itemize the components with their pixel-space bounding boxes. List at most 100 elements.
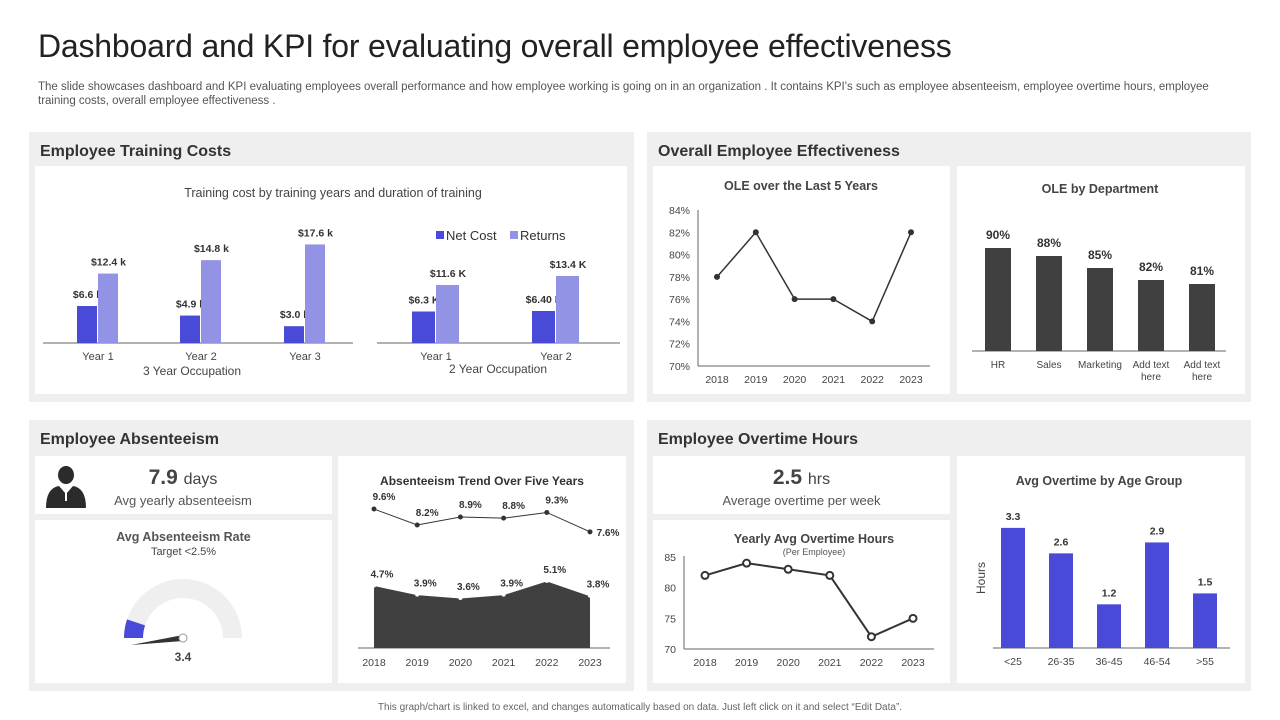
bar-age-group bbox=[1001, 527, 1025, 648]
x-tick-label: here bbox=[1192, 372, 1212, 383]
lower-point bbox=[588, 593, 592, 598]
data-point bbox=[908, 229, 914, 236]
x-tick-label: 2020 bbox=[783, 374, 807, 386]
bar-age-group bbox=[1097, 604, 1121, 648]
upper-point bbox=[371, 506, 377, 512]
tick-label: Year 2 bbox=[185, 351, 216, 363]
gauge-needle bbox=[131, 635, 183, 645]
data-point bbox=[869, 318, 876, 325]
x-tick-label: 2018 bbox=[362, 657, 386, 669]
x-tick-label: 2019 bbox=[735, 657, 759, 669]
bar-returns bbox=[436, 285, 459, 343]
y-tick-label: 70 bbox=[664, 644, 676, 656]
bar-department bbox=[1189, 284, 1215, 351]
training3-title: Training cost by training years and dura… bbox=[184, 186, 482, 200]
overtime-age-title: Avg Overtime by Age Group bbox=[1016, 474, 1183, 488]
training-costs-panel: Employee Training Costs bbox=[29, 132, 634, 402]
bar-returns bbox=[556, 276, 579, 343]
gauge-target: Target <2.5% bbox=[150, 546, 217, 558]
overtime-kpi-value-row: 2.5 hrs bbox=[653, 466, 950, 490]
training3-chart: Training cost by training years and dura… bbox=[43, 186, 482, 378]
x-tick-label: Add text bbox=[1133, 360, 1170, 371]
x-tick-label: HR bbox=[991, 360, 1005, 371]
ole-years-chart: OLE over the Last 5 Years 84% 82% 80% 78% 76… bbox=[669, 179, 930, 386]
tick-label: Year 1 bbox=[82, 351, 113, 363]
overtime-age-chart: Avg Overtime by Age Group Hours 3.3 <25 2.… bbox=[974, 474, 1230, 668]
data-label: 5.1% bbox=[543, 565, 566, 576]
data-point bbox=[783, 564, 793, 574]
overtime-age-ylabel: Hours bbox=[974, 562, 988, 594]
absenteeism-kpi-value-row: 7.9 days bbox=[95, 466, 271, 490]
data-point bbox=[791, 296, 798, 303]
gauge-title: Avg Absenteeism Rate bbox=[116, 530, 251, 544]
legend-returns-label: Returns bbox=[520, 228, 566, 243]
data-label: $3.0 k bbox=[280, 309, 309, 321]
ole-years-title: OLE over the Last 5 Years bbox=[724, 179, 878, 193]
data-label: 3.8% bbox=[587, 580, 610, 591]
x-tick-label: 2020 bbox=[449, 657, 473, 669]
tick-label: Year 1 bbox=[420, 351, 451, 363]
page-title: Dashboard and KPI for evaluating overall… bbox=[38, 28, 952, 64]
x-tick-label: 2023 bbox=[899, 374, 923, 386]
x-tick-label: 36-45 bbox=[1096, 656, 1123, 668]
training3-xlabel: 3 Year Occupation bbox=[143, 364, 241, 378]
data-label: 2.6 bbox=[1054, 536, 1069, 548]
upper-point bbox=[544, 509, 550, 515]
y-tick-label: 70% bbox=[669, 361, 690, 373]
x-tick-label: Marketing bbox=[1078, 360, 1122, 371]
data-label: 2.9 bbox=[1150, 525, 1165, 537]
data-label: 3.9% bbox=[500, 579, 523, 590]
overtime-years-card bbox=[653, 520, 950, 683]
data-label: 8.2% bbox=[416, 508, 439, 519]
data-label: 88% bbox=[1037, 236, 1061, 250]
data-label: 1.2 bbox=[1102, 587, 1117, 599]
legend-net-label: Net Cost bbox=[446, 228, 497, 243]
data-label: $14.8 k bbox=[194, 243, 229, 255]
data-label: $4.9 k bbox=[176, 299, 205, 311]
bar-department bbox=[985, 248, 1011, 351]
x-tick-label: 2018 bbox=[693, 657, 717, 669]
data-label: 3.6% bbox=[457, 582, 480, 593]
x-tick-label: 2021 bbox=[822, 374, 846, 386]
x-tick-label: 46-54 bbox=[1144, 656, 1171, 668]
bar-age-group bbox=[1145, 542, 1169, 648]
x-tick-label: Add text bbox=[1184, 360, 1221, 371]
abs-trend-chart: Absenteeism Trend Over Five Years 4.7% 3.… bbox=[358, 474, 620, 669]
overtime-kpi-unit: hrs bbox=[807, 471, 831, 488]
x-tick-label: 2022 bbox=[860, 657, 884, 669]
bar-age-group bbox=[1193, 593, 1217, 648]
data-label: $6.6 k bbox=[73, 289, 102, 301]
ole-years-card bbox=[653, 166, 950, 394]
legend-net-swatch bbox=[436, 231, 444, 239]
overtime-kpi-value: 2.5 bbox=[772, 466, 803, 489]
gauge-chart: 3.4 bbox=[124, 579, 242, 664]
x-tick-label: 2022 bbox=[535, 657, 559, 669]
gauge-hub bbox=[178, 633, 188, 643]
training2-xlabel: 2 Year Occupation bbox=[449, 362, 547, 376]
tick-label: Year 3 bbox=[289, 351, 320, 363]
data-label: 81% bbox=[1190, 264, 1214, 278]
training2-chart: Net Cost Returns $6.3 K $11.6 K Year 1 $6.4… bbox=[377, 228, 620, 376]
ole-dept-chart: OLE by Department 90% HR 88% Sales 85% Market… bbox=[972, 182, 1226, 383]
data-label: 9.3% bbox=[545, 495, 568, 506]
gauge-track bbox=[124, 579, 242, 638]
x-tick-label: 2023 bbox=[901, 657, 925, 669]
data-label: $11.6 K bbox=[430, 268, 467, 280]
upper-point bbox=[587, 529, 593, 535]
area-lower bbox=[374, 580, 590, 648]
tick-label: Year 2 bbox=[540, 351, 571, 363]
y-tick-label: 85 bbox=[664, 552, 676, 564]
overtime-years-subtitle: (Per Employee) bbox=[783, 547, 846, 557]
y-tick-label: 76% bbox=[669, 294, 690, 306]
data-label: 8.9% bbox=[459, 500, 482, 511]
y-tick-label: 80 bbox=[664, 583, 676, 595]
y-tick-label: 75 bbox=[664, 613, 676, 625]
bar-net-cost bbox=[180, 315, 200, 343]
overtime-title: Employee Overtime Hours bbox=[658, 431, 859, 448]
data-label: $13.4 K bbox=[550, 259, 587, 271]
absenteeism-kpi-value: 7.9 bbox=[148, 466, 178, 489]
page-subtitle: The slide showcases dashboard and KPI ev… bbox=[38, 81, 1209, 107]
series-line bbox=[716, 231, 912, 323]
data-label: $17.6 k bbox=[298, 227, 333, 239]
